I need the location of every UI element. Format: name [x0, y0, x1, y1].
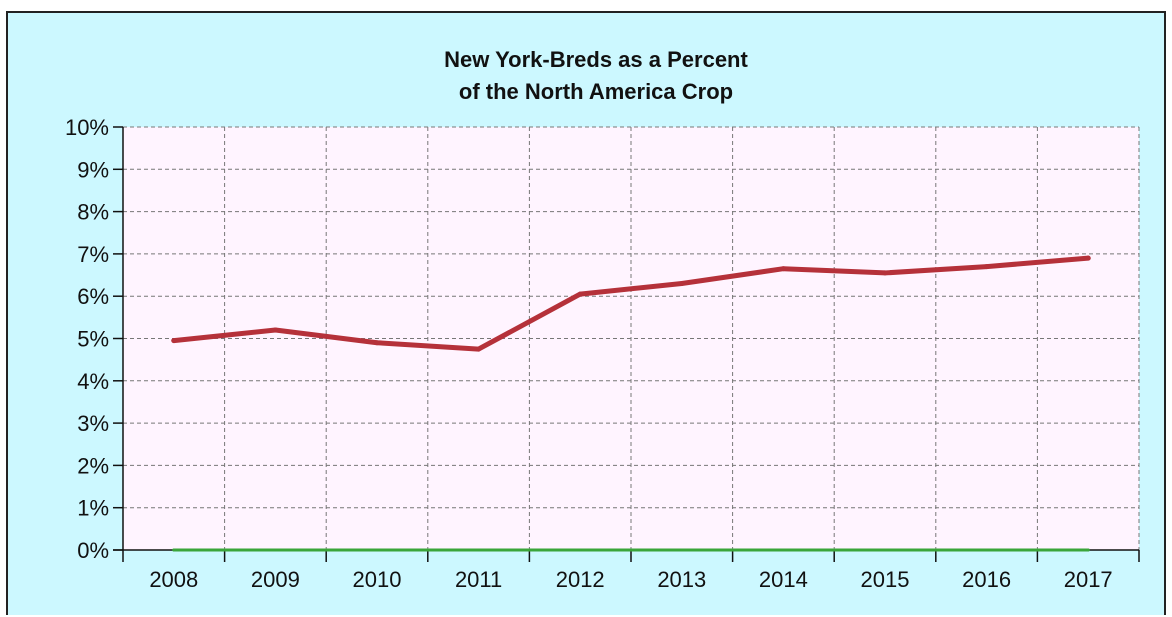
data-point — [476, 346, 482, 352]
y-tick-label: 7% — [77, 242, 109, 267]
data-point — [781, 548, 785, 552]
x-tick-label: 2010 — [353, 567, 402, 592]
chart-title-line-2: of the North America Crop — [459, 79, 733, 104]
top-strip — [0, 0, 1172, 11]
x-tick-label: 2016 — [962, 567, 1011, 592]
data-point — [477, 548, 481, 552]
y-tick-label: 6% — [77, 284, 109, 309]
data-point — [882, 270, 888, 276]
data-point — [172, 548, 176, 552]
x-tick-label: 2013 — [657, 567, 706, 592]
y-tick-label: 4% — [77, 369, 109, 394]
y-tick-label: 5% — [77, 327, 109, 352]
data-point — [171, 338, 177, 344]
data-point — [578, 548, 582, 552]
data-point — [1086, 548, 1090, 552]
series-line — [171, 255, 1091, 352]
data-point — [375, 548, 379, 552]
y-tick-label: 3% — [77, 411, 109, 436]
x-tick-label: 2009 — [251, 567, 300, 592]
data-point — [984, 264, 990, 270]
x-tick-label: 2011 — [455, 567, 502, 592]
x-tick-label: 2017 — [1064, 567, 1113, 592]
data-point — [577, 291, 583, 297]
data-point — [679, 281, 685, 287]
x-tick-label: 2014 — [759, 567, 808, 592]
data-point — [272, 327, 278, 333]
y-tick-label: 1% — [77, 496, 109, 521]
x-tick-label: 2012 — [556, 567, 605, 592]
y-tick-label: 9% — [77, 157, 109, 182]
data-point — [273, 548, 277, 552]
data-point — [1085, 255, 1091, 261]
y-tick-label: 10% — [65, 115, 109, 140]
chart-title-line-1: New York-Breds as a Percent — [444, 47, 748, 72]
data-point — [374, 340, 380, 346]
y-tick-label: 2% — [77, 453, 109, 478]
data-point — [985, 548, 989, 552]
x-tick-label: 2008 — [149, 567, 198, 592]
y-tick-label: 8% — [77, 200, 109, 225]
data-point — [883, 548, 887, 552]
x-tick-label: 2015 — [861, 567, 910, 592]
y-tick-label: 0% — [77, 538, 109, 563]
data-point — [680, 548, 684, 552]
data-point — [780, 266, 786, 272]
plot-area: 0% 1% 2% 3% 4% 5% 6% 7% 8% 9% 10% 2008 2009 2010 2011 2… — [65, 115, 1140, 592]
